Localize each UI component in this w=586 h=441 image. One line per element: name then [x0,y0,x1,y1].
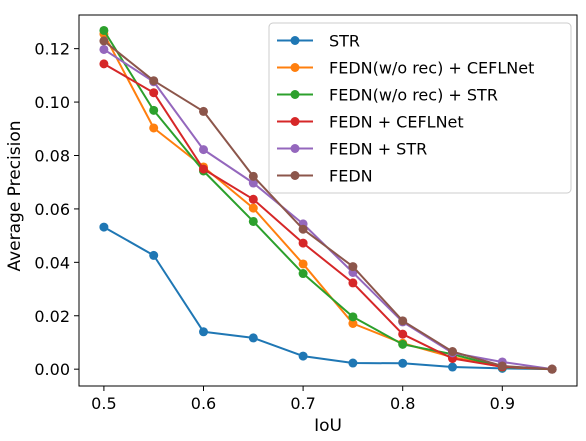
data-point [448,347,457,357]
data-point [99,25,109,35]
data-point [149,250,159,260]
data-point [398,329,408,339]
data-point [298,259,308,269]
data-point [348,278,358,288]
legend-entry: FEDN + STR [277,140,427,159]
data-point [99,59,109,69]
legend-entry: FEDN(w/o rec) + CEFLNet [277,59,534,78]
legend-marker [290,117,300,126]
data-point [199,164,208,174]
data-point [99,222,109,232]
legend-marker [290,144,300,153]
data-point [248,203,258,213]
x-tick-label: 0.5 [91,394,116,413]
data-point [298,351,308,361]
y-axis-label: Average Precision [5,120,25,271]
data-point [149,123,159,133]
data-point [99,44,109,54]
data-point [348,358,358,368]
x-tick-label: 0.7 [290,394,315,413]
data-point [398,339,408,349]
data-point [199,145,208,155]
y-tick-label: 0.12 [34,40,70,59]
series-line [103,226,553,371]
series-line [103,40,553,371]
y-tick-label: 0.08 [34,146,70,165]
legend-box [268,22,572,194]
data-point [398,358,408,368]
legend-label: FEDN(w/o rec) + CEFLNet [329,59,534,78]
data-point [298,238,308,248]
legend-label: STR [329,32,360,51]
data-point [298,224,308,234]
y-tick-label: 0.10 [34,93,70,112]
x-tick-label: 0.8 [390,394,415,413]
data-point [248,333,258,343]
data-point [448,362,457,372]
plot-area [99,25,557,374]
data-point [149,76,159,86]
series-line [103,63,553,371]
y-tick-label: 0.04 [34,253,70,272]
data-point [547,364,557,374]
data-point [248,171,258,181]
data-point [398,316,408,326]
plot-frame [78,14,578,387]
legend: STR FEDN(w/o rec) + CEFLNet FEDN(w/o rec) … [268,22,572,194]
data-point [199,106,208,116]
data-point [348,312,358,322]
data-point [99,36,109,46]
data-point [248,216,258,226]
legend-marker [290,36,300,45]
legend-label: FEDN + STR [329,140,427,159]
legend-label: FEDN + CEFLNet [329,113,464,132]
legend-label: FEDN(w/o rec) + STR [329,86,498,105]
legend-entry: STR [277,32,360,51]
data-point [149,105,159,115]
data-point [199,327,208,337]
legend-label: FEDN [329,167,373,186]
data-point [298,269,308,279]
data-point [248,194,258,204]
data-point [497,361,507,371]
y-tick-label: 0.00 [34,360,70,379]
x-axis-label: IoU [314,416,342,436]
x-tick-label: 0.9 [490,394,515,413]
legend-marker [290,171,300,180]
legend-entry: FEDN(w/o rec) + STR [277,86,498,105]
series-6 [99,36,557,374]
legend-marker [290,90,300,99]
axes: 0.5 0.6 0.7 0.8 0.9 0.00 0.02 0.04 0.06 0.08 0.10 0… [34,14,578,413]
data-point [348,262,358,272]
legend-entry: FEDN + CEFLNet [277,113,464,132]
series-line [103,29,553,371]
y-tick-label: 0.02 [34,307,70,326]
data-point [149,88,159,98]
x-tick-label: 0.6 [191,394,216,413]
y-tick-label: 0.06 [34,200,70,219]
data-point [248,178,258,188]
data-point [348,319,358,328]
legend-entry: FEDN [277,167,373,186]
series-1 [99,222,557,374]
legend-marker [290,63,300,72]
